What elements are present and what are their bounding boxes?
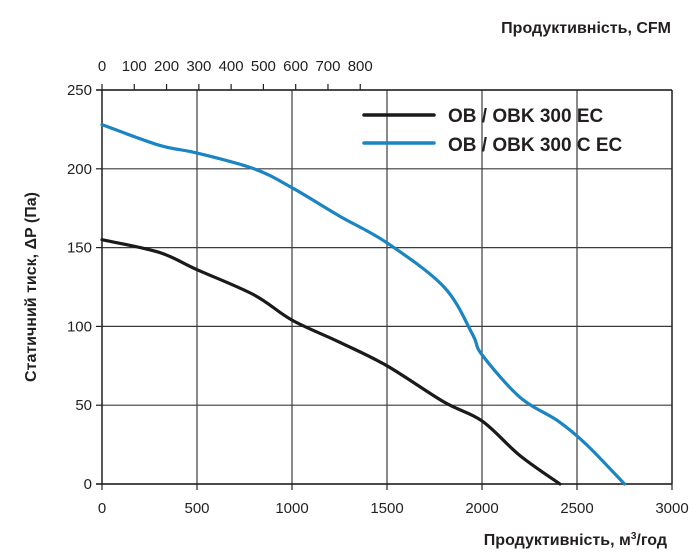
y-tick-label: 150 bbox=[67, 240, 92, 257]
x-tick-label: 2000 bbox=[465, 500, 498, 517]
top-tick-label: 500 bbox=[251, 58, 276, 75]
y-tick-label: 0 bbox=[84, 476, 92, 493]
plot-frame bbox=[96, 89, 673, 485]
top-tick-label: 700 bbox=[315, 58, 340, 75]
top-tick-label: 800 bbox=[348, 58, 373, 75]
axis-ticks: 0 500 1000 1500 2000 2500 30000501001502002500… bbox=[67, 58, 689, 517]
bottom-axis-title: Продуктивність, м3/год bbox=[484, 531, 667, 549]
top-tick-label: 400 bbox=[219, 58, 244, 75]
x-tick-label: 2500 bbox=[560, 500, 593, 517]
top-tick-label: 0 bbox=[98, 58, 106, 75]
top-tick-label: 100 bbox=[122, 58, 147, 75]
curve-ob-obk-300-c-ec bbox=[100, 123, 627, 486]
curve-ob-obk-300-ec bbox=[100, 238, 562, 486]
legend-label-series-1: OB / OBK 300 EC bbox=[448, 106, 603, 127]
top-axis-title: Продуктивність, CFM bbox=[501, 20, 671, 37]
left-axis-title: Статичний тиск, ΔP (Па) bbox=[23, 192, 40, 382]
y-tick-label: 100 bbox=[67, 318, 92, 335]
x-tick-label: 1500 bbox=[370, 500, 403, 517]
x-tick-label: 500 bbox=[184, 500, 209, 517]
y-tick-label: 200 bbox=[67, 161, 92, 178]
x-tick-label: 0 bbox=[98, 500, 106, 517]
bottom-axis-title-end: /год bbox=[636, 532, 667, 549]
top-tick-label: 300 bbox=[186, 58, 211, 75]
x-tick-label: 3000 bbox=[655, 500, 688, 517]
x-tick-label: 1000 bbox=[275, 500, 308, 517]
legend-label-series-2: OB / OBK 300 C EC bbox=[448, 135, 622, 156]
y-tick-label: 250 bbox=[67, 82, 92, 99]
top-tick-label: 200 bbox=[154, 58, 179, 75]
top-tick-label: 600 bbox=[283, 58, 308, 75]
curves bbox=[100, 123, 627, 486]
y-tick-label: 50 bbox=[75, 397, 92, 414]
legend: OB / OBK 300 EC OB / OBK 300 C EC bbox=[362, 106, 622, 156]
bottom-axis-title-main: Продуктивність, м bbox=[484, 532, 631, 549]
bottom-axis-title-sup: 3 bbox=[631, 531, 637, 542]
